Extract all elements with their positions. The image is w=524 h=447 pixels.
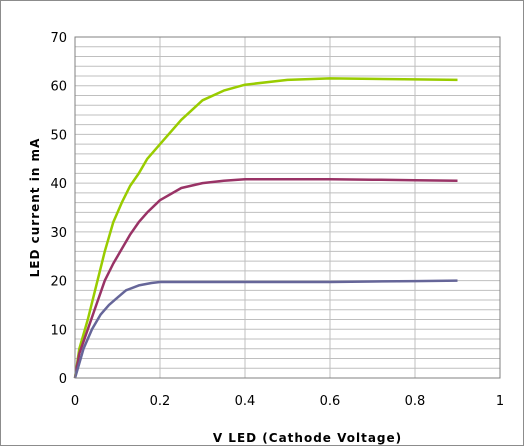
y-axis-title: LED current in mA	[28, 138, 42, 278]
series-line-1	[73, 77, 458, 379]
y-tick-label: 40	[50, 177, 67, 192]
y-tick-label: 30	[50, 226, 67, 241]
plot-border	[74, 36, 501, 379]
y-tick-label: 0	[59, 372, 67, 387]
series-line-3	[73, 279, 458, 379]
x-tick-label: 0	[71, 394, 79, 409]
x-axis-title: V LED (Cathode Voltage)	[213, 431, 402, 445]
x-tick-label: 0.4	[235, 394, 256, 409]
y-tick-label: 50	[50, 128, 67, 143]
x-tick-label: 0.6	[320, 394, 341, 409]
x-tick-label: 0.8	[405, 394, 426, 409]
y-tick-label: 60	[50, 80, 67, 95]
series-line-2	[73, 177, 458, 379]
tick-labels: 0 10 20 30 40 50 60 70 0 0.2 0.4 0.6 0.8 1	[50, 31, 504, 409]
x-tick-label: 1	[496, 394, 504, 409]
x-tick-label: 0.2	[150, 394, 171, 409]
series-lines	[73, 77, 458, 379]
y-tick-label: 20	[50, 275, 67, 290]
y-tick-label: 70	[50, 31, 67, 46]
y-tick-label: 10	[50, 323, 67, 338]
gridlines	[75, 37, 500, 378]
